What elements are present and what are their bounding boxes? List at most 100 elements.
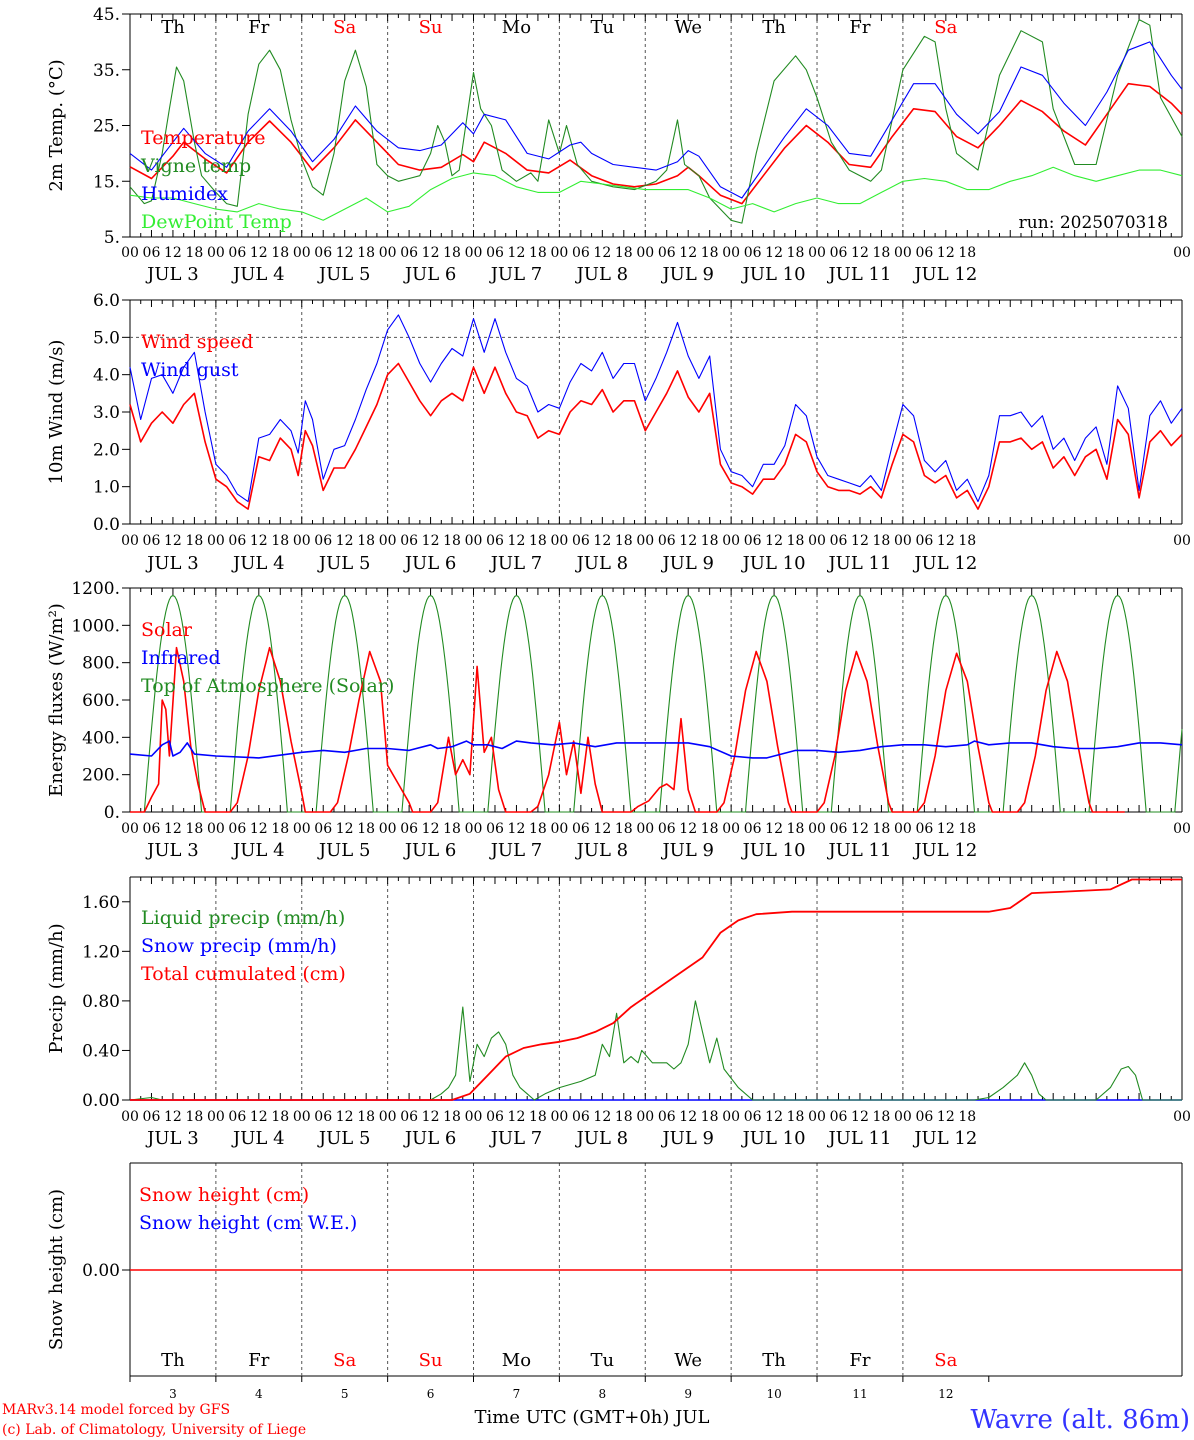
legend-0-0: Temperature	[141, 127, 265, 149]
hour-label: 00	[121, 245, 139, 261]
hour-label: 06	[572, 1109, 590, 1125]
line-total-cumulated	[130, 878, 1182, 1101]
day-label: JUL 3	[145, 553, 199, 574]
hour-label: 06	[658, 533, 676, 549]
legend-0-3: DewPoint Temp	[141, 211, 292, 233]
day-label: JUL 12	[912, 840, 977, 861]
hour-label: 12	[765, 533, 783, 549]
lab-credit: (c) Lab. of Climatology, University of L…	[2, 1422, 306, 1438]
hour-label: 18	[615, 245, 633, 261]
legend-1-1: Wind gust	[141, 359, 239, 381]
hour-label: 12	[422, 821, 440, 837]
y-tick-label: 200.	[82, 766, 120, 786]
y-tick-label: 1.20	[82, 942, 120, 962]
hour-label: 06	[572, 245, 590, 261]
hour-label: 18	[787, 533, 805, 549]
hour-label: 12	[250, 533, 268, 549]
hour-label: 06	[486, 821, 504, 837]
day-label: JUL 5	[317, 1128, 371, 1149]
hour-label: 06	[400, 245, 418, 261]
hour-label: 06	[658, 821, 676, 837]
hour-label: 00	[1173, 533, 1191, 549]
hour-label: 00	[722, 533, 740, 549]
hour-label: 12	[164, 1109, 182, 1125]
run-label: run: 2025070318	[1019, 213, 1168, 233]
hour-label: 18	[701, 533, 719, 549]
hour-label: 18	[958, 1109, 976, 1125]
hour-label: 18	[357, 821, 375, 837]
hour-label: 18	[873, 533, 891, 549]
line-infrared	[129, 740, 1183, 759]
hour-label: 18	[185, 245, 203, 261]
hour-label: 06	[830, 1109, 848, 1125]
day-number-label: 12	[938, 1387, 953, 1401]
day-label: JUL 4	[231, 264, 285, 285]
day-label: JUL 6	[403, 264, 457, 285]
hour-label: 18	[529, 1109, 547, 1125]
snow-panel: 0.00 Snow height (cm) Snow height (cm) Snow…	[46, 1162, 1183, 1401]
x-axis-title: Time UTC (GMT+0h) JUL	[475, 1407, 710, 1428]
hour-label: 12	[593, 821, 611, 837]
hour-label: 00	[465, 533, 483, 549]
hour-label: 00	[808, 1109, 826, 1125]
hour-label: 00	[379, 245, 397, 261]
hour-label: 00	[207, 245, 225, 261]
line-solar	[130, 646, 1125, 813]
hour-label: 06	[314, 533, 332, 549]
hour-label: 00	[465, 821, 483, 837]
hour-label: 06	[915, 533, 933, 549]
weekday-label: Th	[762, 1350, 786, 1371]
legend-3-0: Liquid precip (mm/h)	[141, 907, 345, 929]
hour-label: 18	[873, 245, 891, 261]
y-tick-label: 0.00	[82, 1261, 120, 1281]
hour-label: 00	[808, 245, 826, 261]
hour-label: 00	[207, 533, 225, 549]
legend-2-0: Solar	[141, 619, 193, 641]
hour-label: 18	[443, 1109, 461, 1125]
day-label: JUL 3	[145, 840, 199, 861]
hour-label: 06	[744, 821, 762, 837]
hour-label: 06	[143, 245, 161, 261]
y-tick-label: 1000.	[71, 616, 120, 636]
hour-label: 12	[250, 821, 268, 837]
line-vigne-temp	[129, 19, 1183, 224]
line-dewpoint-temp	[129, 166, 1183, 221]
hour-label: 12	[937, 821, 955, 837]
hour-label: 18	[271, 1109, 289, 1125]
hour-label: 00	[121, 533, 139, 549]
weekday-label: Sa	[934, 17, 957, 38]
hour-label: 06	[486, 533, 504, 549]
day-label: JUL 5	[317, 264, 371, 285]
energy-panel: 0. 200. 400. 600. 800. 1000. 1200.Energy fluxe…	[46, 579, 1191, 861]
hour-label: 12	[508, 1109, 526, 1125]
legend-0-2: Humidex	[141, 183, 228, 205]
y-tick-label: 1.0	[93, 478, 120, 498]
hour-label: 12	[765, 821, 783, 837]
line-liquid-precip	[129, 1000, 1182, 1101]
hour-label: 00	[1173, 821, 1191, 837]
y-tick-label: 0.00	[82, 1091, 120, 1111]
line-humidex	[129, 41, 1183, 199]
hour-label: 00	[894, 245, 912, 261]
hour-label: 06	[314, 821, 332, 837]
y-tick-label: 5.	[104, 228, 120, 248]
weekday-label: Th	[161, 17, 185, 38]
hour-label: 00	[293, 533, 311, 549]
day-label: JUL 11	[826, 553, 891, 574]
hour-label: 00	[722, 821, 740, 837]
day-label: JUL 3	[145, 1128, 199, 1149]
y-axis-label: Precip (mm/h)	[46, 923, 67, 1053]
day-label: JUL 8	[575, 264, 629, 285]
hour-label: 06	[572, 821, 590, 837]
hour-label: 06	[314, 1109, 332, 1125]
hour-label: 00	[894, 821, 912, 837]
hour-label: 00	[293, 1109, 311, 1125]
hour-label: 00	[894, 533, 912, 549]
hour-label: 00	[121, 821, 139, 837]
day-label: JUL 10	[741, 840, 806, 861]
hour-label: 18	[615, 533, 633, 549]
hour-label: 12	[164, 821, 182, 837]
hour-label: 00	[808, 821, 826, 837]
y-tick-label: 800.	[82, 654, 120, 674]
